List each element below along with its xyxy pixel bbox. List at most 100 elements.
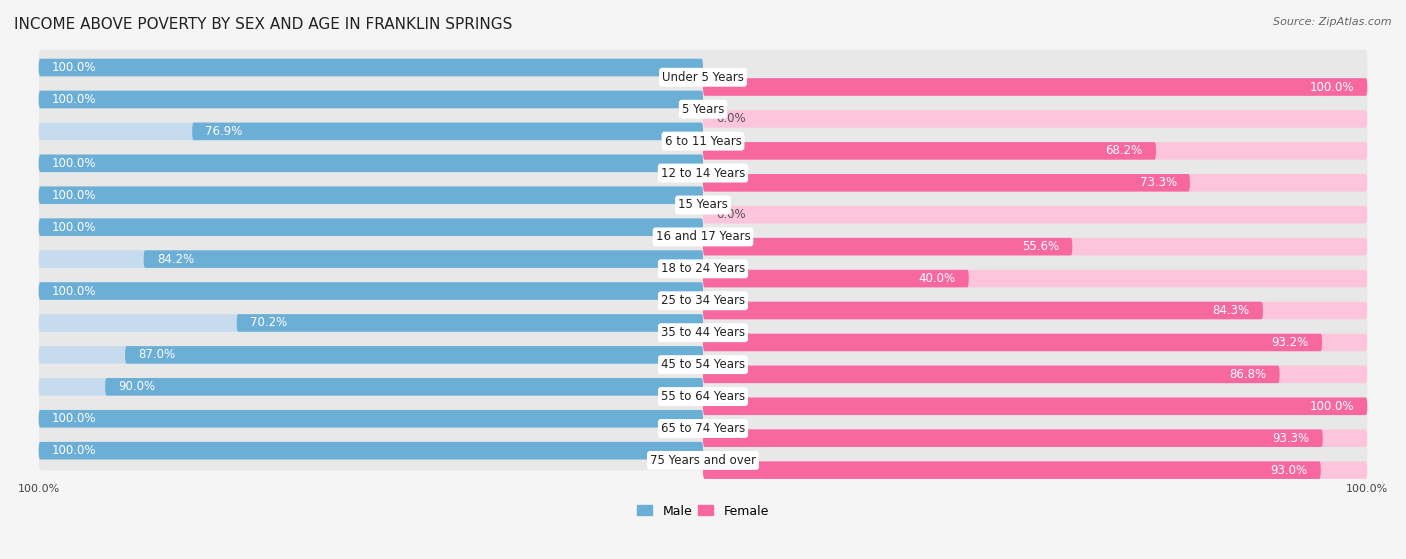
FancyBboxPatch shape <box>703 397 1367 415</box>
FancyBboxPatch shape <box>703 78 1367 96</box>
FancyBboxPatch shape <box>703 302 1263 319</box>
Text: 100.0%: 100.0% <box>52 285 97 297</box>
Legend: Male, Female: Male, Female <box>633 500 773 523</box>
FancyBboxPatch shape <box>39 401 1367 439</box>
FancyBboxPatch shape <box>39 145 1367 183</box>
Text: 65 to 74 Years: 65 to 74 Years <box>661 422 745 435</box>
FancyBboxPatch shape <box>39 282 703 300</box>
Text: 15 Years: 15 Years <box>678 198 728 211</box>
Text: 0.0%: 0.0% <box>716 112 747 125</box>
FancyBboxPatch shape <box>39 369 1367 406</box>
Text: 76.9%: 76.9% <box>205 125 243 138</box>
FancyBboxPatch shape <box>39 177 1367 215</box>
FancyBboxPatch shape <box>703 206 1367 224</box>
Text: 100.0%: 100.0% <box>52 61 97 74</box>
Text: 90.0%: 90.0% <box>118 380 156 394</box>
FancyBboxPatch shape <box>39 305 1367 343</box>
FancyBboxPatch shape <box>703 142 1367 160</box>
FancyBboxPatch shape <box>193 122 703 140</box>
Text: 12 to 14 Years: 12 to 14 Years <box>661 167 745 179</box>
FancyBboxPatch shape <box>39 219 703 236</box>
Text: 100.0%: 100.0% <box>52 412 97 425</box>
FancyBboxPatch shape <box>39 154 703 172</box>
FancyBboxPatch shape <box>39 91 703 108</box>
FancyBboxPatch shape <box>39 154 703 172</box>
FancyBboxPatch shape <box>39 250 703 268</box>
FancyBboxPatch shape <box>703 461 1320 479</box>
FancyBboxPatch shape <box>703 174 1367 192</box>
FancyBboxPatch shape <box>39 82 1367 119</box>
Text: 75 Years and over: 75 Years and over <box>650 454 756 467</box>
FancyBboxPatch shape <box>39 59 703 77</box>
Text: 35 to 44 Years: 35 to 44 Years <box>661 326 745 339</box>
Text: 70.2%: 70.2% <box>250 316 287 329</box>
FancyBboxPatch shape <box>39 187 703 204</box>
FancyBboxPatch shape <box>39 91 703 108</box>
Text: 100.0%: 100.0% <box>52 189 97 202</box>
FancyBboxPatch shape <box>39 410 703 428</box>
FancyBboxPatch shape <box>703 238 1073 255</box>
Text: INCOME ABOVE POVERTY BY SEX AND AGE IN FRANKLIN SPRINGS: INCOME ABOVE POVERTY BY SEX AND AGE IN F… <box>14 17 512 32</box>
Text: Under 5 Years: Under 5 Years <box>662 71 744 84</box>
FancyBboxPatch shape <box>39 59 703 77</box>
FancyBboxPatch shape <box>39 442 703 459</box>
Text: 100.0%: 100.0% <box>1309 400 1354 413</box>
FancyBboxPatch shape <box>39 50 1367 87</box>
Text: 84.3%: 84.3% <box>1212 304 1250 317</box>
Text: 100.0%: 100.0% <box>1309 80 1354 93</box>
FancyBboxPatch shape <box>39 346 703 364</box>
Text: 100.0%: 100.0% <box>18 484 60 494</box>
Text: 5 Years: 5 Years <box>682 103 724 116</box>
Text: 100.0%: 100.0% <box>52 93 97 106</box>
FancyBboxPatch shape <box>703 78 1367 96</box>
FancyBboxPatch shape <box>39 337 1367 375</box>
FancyBboxPatch shape <box>39 219 703 236</box>
Text: Source: ZipAtlas.com: Source: ZipAtlas.com <box>1274 17 1392 27</box>
Text: 86.8%: 86.8% <box>1229 368 1267 381</box>
Text: 45 to 54 Years: 45 to 54 Years <box>661 358 745 371</box>
Text: 93.2%: 93.2% <box>1271 336 1309 349</box>
FancyBboxPatch shape <box>39 122 703 140</box>
FancyBboxPatch shape <box>39 187 703 204</box>
Text: 100.0%: 100.0% <box>52 221 97 234</box>
FancyBboxPatch shape <box>236 314 703 331</box>
FancyBboxPatch shape <box>39 433 1367 471</box>
FancyBboxPatch shape <box>39 241 1367 279</box>
Text: 93.0%: 93.0% <box>1271 463 1308 477</box>
FancyBboxPatch shape <box>39 410 703 428</box>
FancyBboxPatch shape <box>39 113 1367 151</box>
Text: 18 to 24 Years: 18 to 24 Years <box>661 262 745 276</box>
Text: 93.3%: 93.3% <box>1272 432 1309 445</box>
FancyBboxPatch shape <box>703 142 1156 160</box>
Text: 73.3%: 73.3% <box>1139 176 1177 190</box>
Text: 100.0%: 100.0% <box>52 444 97 457</box>
FancyBboxPatch shape <box>39 442 703 459</box>
FancyBboxPatch shape <box>703 366 1367 383</box>
FancyBboxPatch shape <box>105 378 703 396</box>
FancyBboxPatch shape <box>703 302 1367 319</box>
FancyBboxPatch shape <box>125 346 703 364</box>
Text: 100.0%: 100.0% <box>1346 484 1388 494</box>
Text: 84.2%: 84.2% <box>157 253 194 266</box>
FancyBboxPatch shape <box>703 270 1367 287</box>
FancyBboxPatch shape <box>703 334 1367 351</box>
Text: 0.0%: 0.0% <box>716 208 747 221</box>
FancyBboxPatch shape <box>703 429 1323 447</box>
FancyBboxPatch shape <box>39 282 703 300</box>
Text: 100.0%: 100.0% <box>52 157 97 170</box>
FancyBboxPatch shape <box>39 209 1367 247</box>
FancyBboxPatch shape <box>703 461 1367 479</box>
Text: 6 to 11 Years: 6 to 11 Years <box>665 135 741 148</box>
Text: 55 to 64 Years: 55 to 64 Years <box>661 390 745 403</box>
FancyBboxPatch shape <box>703 238 1367 255</box>
FancyBboxPatch shape <box>703 397 1367 415</box>
Text: 40.0%: 40.0% <box>918 272 956 285</box>
Text: 87.0%: 87.0% <box>138 348 176 361</box>
FancyBboxPatch shape <box>143 250 703 268</box>
Text: 68.2%: 68.2% <box>1105 144 1143 158</box>
Text: 16 and 17 Years: 16 and 17 Years <box>655 230 751 243</box>
FancyBboxPatch shape <box>39 273 1367 311</box>
FancyBboxPatch shape <box>703 174 1189 192</box>
FancyBboxPatch shape <box>703 366 1279 383</box>
FancyBboxPatch shape <box>703 110 1367 127</box>
